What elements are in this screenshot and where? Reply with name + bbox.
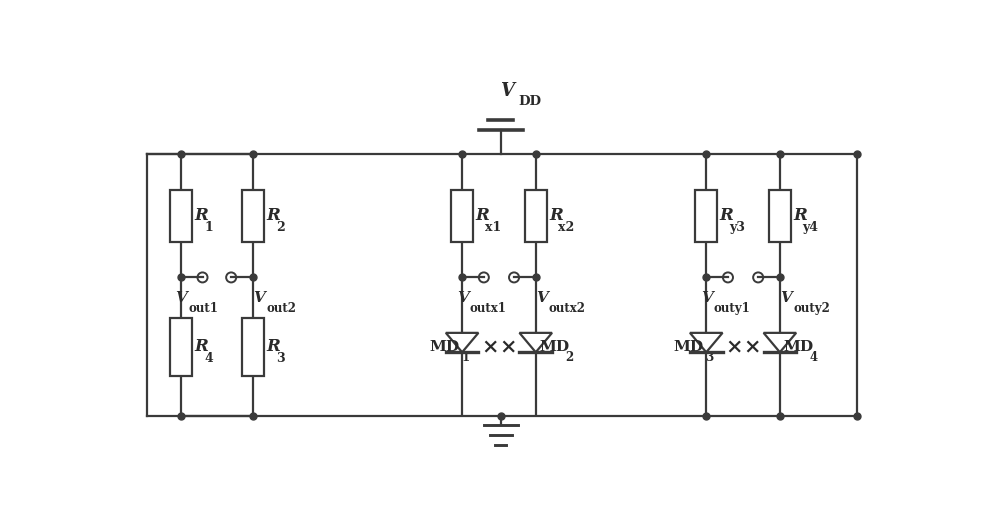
Text: out1: out1 xyxy=(189,303,218,316)
Text: V: V xyxy=(457,291,469,305)
FancyBboxPatch shape xyxy=(451,190,473,242)
FancyBboxPatch shape xyxy=(170,190,192,242)
Text: MD: MD xyxy=(540,340,570,354)
Text: 3: 3 xyxy=(276,352,285,365)
Text: V: V xyxy=(780,291,792,305)
FancyBboxPatch shape xyxy=(242,318,264,376)
FancyBboxPatch shape xyxy=(242,190,264,242)
Text: V: V xyxy=(701,291,713,305)
Text: 4: 4 xyxy=(204,352,213,365)
Text: MD: MD xyxy=(674,340,704,354)
Text: 1: 1 xyxy=(204,221,213,234)
Text: outx1: outx1 xyxy=(470,303,507,316)
Text: MD: MD xyxy=(430,340,460,354)
Text: R: R xyxy=(719,208,733,224)
Text: 2: 2 xyxy=(276,221,285,234)
Text: V: V xyxy=(500,82,514,100)
Text: R: R xyxy=(793,208,807,224)
Text: V: V xyxy=(253,291,265,305)
Text: V: V xyxy=(175,291,187,305)
Text: ×: × xyxy=(481,337,499,357)
Text: R: R xyxy=(194,208,208,224)
Text: outy2: outy2 xyxy=(793,303,830,316)
Text: 4: 4 xyxy=(809,351,817,364)
Text: V: V xyxy=(536,291,548,305)
Text: R: R xyxy=(549,208,563,224)
Text: MD: MD xyxy=(784,340,814,354)
Text: outx2: outx2 xyxy=(549,303,586,316)
Text: R: R xyxy=(194,338,208,355)
Text: ×: × xyxy=(499,337,517,357)
FancyBboxPatch shape xyxy=(170,318,192,376)
Text: 1: 1 xyxy=(461,351,469,364)
Text: 3: 3 xyxy=(705,351,714,364)
Text: y4: y4 xyxy=(802,221,818,234)
Text: ×: × xyxy=(743,337,761,357)
Text: R: R xyxy=(266,338,280,355)
Text: outy1: outy1 xyxy=(714,303,751,316)
Text: out2: out2 xyxy=(266,303,296,316)
Text: 2: 2 xyxy=(565,351,573,364)
FancyBboxPatch shape xyxy=(695,190,717,242)
Text: R: R xyxy=(475,208,489,224)
Text: DD: DD xyxy=(518,96,541,108)
FancyBboxPatch shape xyxy=(525,190,547,242)
Text: x1: x1 xyxy=(485,221,501,234)
FancyBboxPatch shape xyxy=(769,190,791,242)
Text: R: R xyxy=(266,208,280,224)
Text: y3: y3 xyxy=(729,221,745,234)
Text: ×: × xyxy=(725,337,743,357)
Text: x2: x2 xyxy=(558,221,574,234)
